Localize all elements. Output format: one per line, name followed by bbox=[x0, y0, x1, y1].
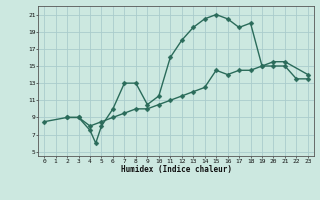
X-axis label: Humidex (Indice chaleur): Humidex (Indice chaleur) bbox=[121, 165, 231, 174]
